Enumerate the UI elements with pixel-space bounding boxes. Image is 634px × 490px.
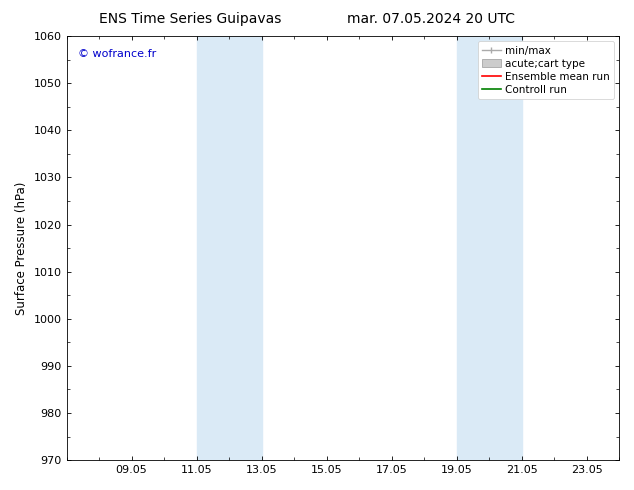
Text: mar. 07.05.2024 20 UTC: mar. 07.05.2024 20 UTC — [347, 12, 515, 26]
Text: ENS Time Series Guipavas: ENS Time Series Guipavas — [99, 12, 281, 26]
Bar — [456, 36, 522, 460]
Legend: min/max, acute;cart type, Ensemble mean run, Controll run: min/max, acute;cart type, Ensemble mean … — [478, 41, 614, 99]
Text: © wofrance.fr: © wofrance.fr — [77, 49, 156, 59]
Bar — [197, 36, 262, 460]
Y-axis label: Surface Pressure (hPa): Surface Pressure (hPa) — [15, 181, 28, 315]
